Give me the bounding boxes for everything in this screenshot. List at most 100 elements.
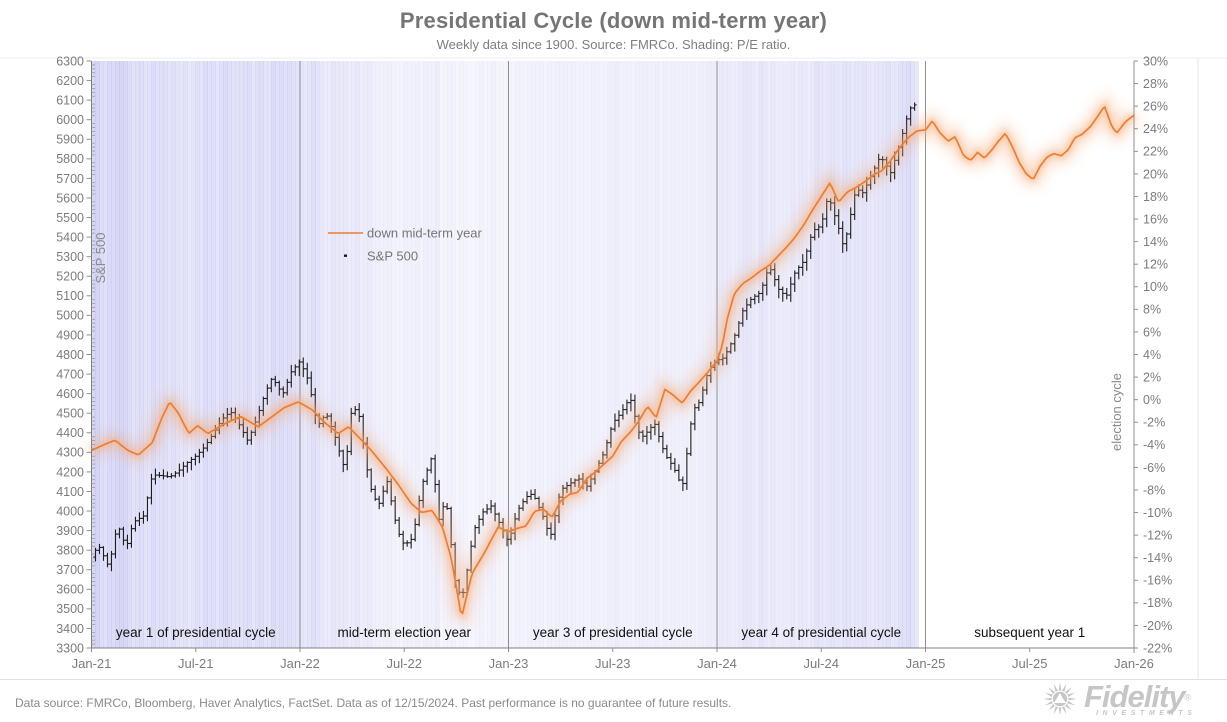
shading-week-band [822, 61, 828, 648]
shading-week-band [778, 61, 784, 648]
shading-week-band [842, 61, 848, 648]
shading-week-band [375, 61, 380, 648]
shading-week-band [531, 61, 536, 648]
shading-week-band [662, 61, 668, 648]
shading-week-band [726, 61, 732, 648]
shading-week-band [574, 61, 580, 648]
right-axis-tick-label: -4% [1143, 438, 1165, 452]
left-axis-tick-label: 4000 [56, 504, 84, 518]
shading-week-band [367, 61, 372, 648]
fidelity-sun-icon [1043, 682, 1077, 716]
page-subtitle: Weekly data since 1900. Source: FMRCo. S… [436, 37, 791, 52]
right-axis-tick-label: 18% [1143, 190, 1168, 204]
shading-week-band [762, 61, 768, 648]
section-label: year 4 of presidential cycle [741, 625, 901, 640]
shading-week-band [243, 61, 248, 648]
shading-week-band [750, 61, 756, 648]
shading-week-band [694, 61, 700, 648]
shading-week-band [806, 61, 812, 648]
x-axis-tick-label: Jan-21 [72, 656, 112, 671]
left-axis-tick-label: 4400 [56, 426, 84, 440]
shading-week-band [151, 61, 156, 648]
shading-week-band [167, 61, 172, 648]
x-axis-tick-label: Jan-23 [489, 656, 529, 671]
shading-week-band [666, 61, 672, 648]
left-axis-tick-label: 5300 [56, 250, 84, 264]
right-axis-tick-label: 30% [1143, 54, 1168, 68]
left-axis-tick-label: 6200 [56, 74, 84, 88]
left-axis-tick-label: 5800 [56, 152, 84, 166]
shading-week-band [890, 61, 896, 648]
shading-week-band [690, 61, 696, 648]
shading-week-band [119, 61, 124, 648]
right-axis-tick-label: -14% [1143, 551, 1172, 565]
shading-week-band [347, 61, 352, 648]
shading-week-band [802, 61, 808, 648]
shading-week-band [359, 61, 364, 648]
shading-week-band [371, 61, 376, 648]
shading-week-band [742, 61, 748, 648]
shading-week-band [299, 61, 304, 648]
shading-week-band [503, 61, 508, 648]
shading-week-band [387, 61, 392, 648]
x-axis-tick-label: Jul-25 [1012, 656, 1047, 671]
right-axis-tick-label: 28% [1143, 77, 1168, 91]
shading-week-band [670, 61, 676, 648]
shading-week-band [539, 61, 544, 648]
shading-week-band [295, 61, 300, 648]
x-axis-tick-label: Jan-22 [280, 656, 320, 671]
shading-week-band [682, 61, 688, 648]
right-axis-tick-label: 24% [1143, 122, 1168, 136]
shading-week-band [227, 61, 232, 648]
shading-week-band [215, 61, 220, 648]
x-axis-tick-label: Jan-24 [697, 656, 737, 671]
shading-week-band [830, 61, 836, 648]
section-label: subsequent year 1 [974, 625, 1085, 640]
right-axis-tick-label: 8% [1143, 303, 1161, 317]
shading-week-band [439, 61, 444, 648]
shading-week-band [826, 61, 832, 648]
sun-ray [1043, 697, 1052, 701]
shading-week-band [191, 61, 196, 648]
right-axis-tick-label: -10% [1143, 506, 1172, 520]
shading-week-band [602, 61, 608, 648]
shading-week-band [175, 61, 180, 648]
shading-week-band [443, 61, 448, 648]
shading-week-band [355, 61, 360, 648]
shading-week-band [487, 61, 492, 648]
right-axis-tick-label: -18% [1143, 596, 1172, 610]
shading-week-band [351, 61, 356, 648]
shading-week-band [415, 61, 420, 648]
shading-week-band [702, 61, 708, 648]
shading-week-band [563, 61, 568, 648]
sun-ray [1061, 683, 1067, 692]
shading-week-band [427, 61, 432, 648]
left-axis-tick-label: 4700 [56, 367, 84, 381]
shading-week-band [247, 61, 252, 648]
right-axis-tick-label: 20% [1143, 167, 1168, 181]
shading-week-band [678, 61, 684, 648]
left-axis-tick-label: 3800 [56, 544, 84, 558]
shading-week-band [507, 61, 512, 648]
shading-week-band [403, 61, 408, 648]
shading-week-band [706, 61, 712, 648]
shading-week-band [567, 61, 572, 648]
shading-week-band [902, 61, 907, 648]
shading-week-band [459, 61, 464, 648]
shading-week-band [734, 61, 740, 648]
x-axis-tick-label: Jul-24 [804, 656, 839, 671]
shading-week-band [107, 61, 112, 648]
shading-week-band [862, 61, 868, 648]
shading-week-band [535, 61, 540, 648]
shading-week-band [147, 61, 152, 648]
shading-week-band [479, 61, 484, 648]
sun-ray [1064, 687, 1072, 695]
legend: down mid-term year S&P 500 [328, 226, 483, 264]
shading-week-band [211, 61, 216, 648]
footer-disclaimer: Data source: FMRCo, Bloomberg, Haver Ana… [15, 696, 732, 710]
left-axis-tick-label: 6300 [56, 54, 84, 68]
x-axis-tick-label: Jul-21 [178, 656, 213, 671]
page-title: Presidential Cycle (down mid-term year) [399, 8, 828, 33]
shading-week-band [527, 61, 532, 648]
shading-week-band [698, 61, 704, 648]
